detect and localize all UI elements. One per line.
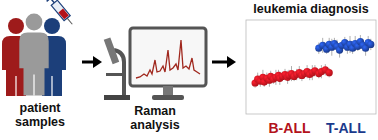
arrow-head <box>227 56 236 68</box>
person-leg-gap <box>15 76 16 96</box>
syringe-plunger <box>50 0 54 3</box>
arrow <box>82 56 102 68</box>
syringe-needle <box>67 18 72 24</box>
person-leg-gap <box>51 76 52 96</box>
step-label: Raman <box>134 104 176 118</box>
syringe-grip <box>47 0 55 1</box>
syringe <box>47 0 77 27</box>
series-label: B-ALL <box>269 120 311 136</box>
raman-icon <box>104 28 206 100</box>
data-point <box>367 41 374 48</box>
person-head <box>44 18 60 34</box>
plot-frame <box>246 20 376 114</box>
step-label: samples <box>15 115 65 129</box>
person-legs <box>42 66 62 96</box>
arrow-shaft <box>212 61 229 64</box>
person-body <box>19 33 48 69</box>
person-legs <box>6 66 26 96</box>
person-leg-gap <box>33 75 34 96</box>
arrow-head <box>93 56 102 68</box>
step-label: patient <box>20 101 62 115</box>
person-head <box>26 14 43 31</box>
person-legs <box>24 64 45 96</box>
series-1 <box>315 35 374 58</box>
syringe-barrel <box>51 0 70 20</box>
data-point <box>326 69 333 76</box>
microscope-stage <box>106 73 122 76</box>
monitor-neck <box>163 86 173 95</box>
graphical-abstract: patientsamples Ramananalysis leukemia diag… <box>0 0 378 140</box>
person-head <box>8 18 24 34</box>
person <box>19 14 48 96</box>
patients-icon <box>2 0 76 96</box>
monitor-frame <box>130 28 206 86</box>
syringe-liquid <box>58 9 68 20</box>
series-0 <box>252 64 333 88</box>
step-label: analysis <box>130 118 179 132</box>
plot-area <box>252 35 375 88</box>
monitor-foot <box>152 95 184 100</box>
microscope-tube <box>104 37 119 64</box>
chart-title: leukemia diagnosis <box>253 2 368 16</box>
spectrum-icon <box>136 40 200 78</box>
series-label: T-ALL <box>326 120 366 136</box>
microscope-base <box>104 95 130 100</box>
arrow <box>212 56 236 68</box>
